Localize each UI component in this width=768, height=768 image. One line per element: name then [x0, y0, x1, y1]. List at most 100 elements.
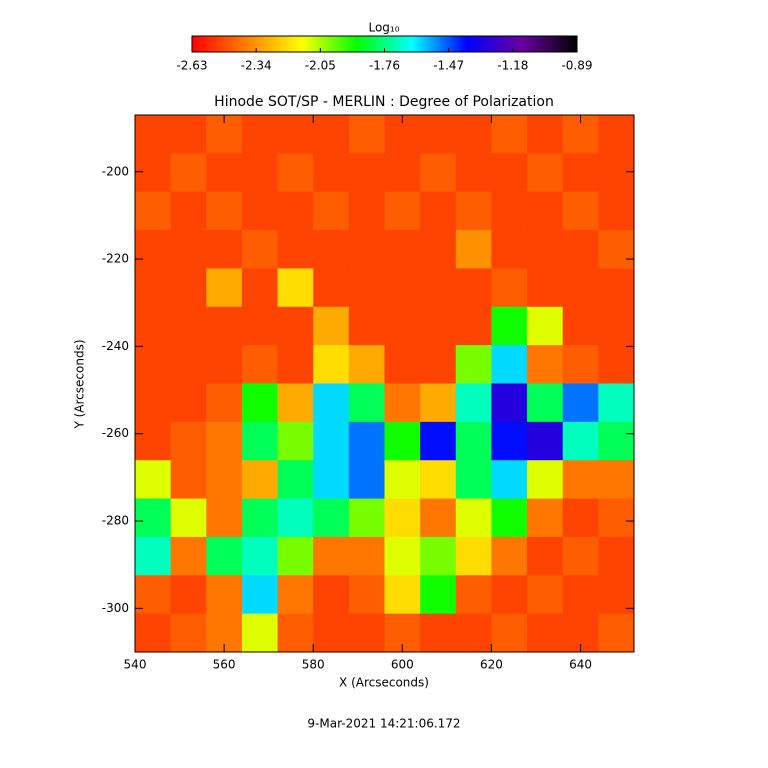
heatmap-cell	[491, 306, 528, 346]
heatmap-cell	[598, 460, 635, 500]
heatmap-cell	[135, 153, 172, 193]
heatmap-cell	[420, 575, 457, 615]
heatmap-cell	[384, 575, 421, 615]
heatmap-cell	[455, 115, 492, 154]
heatmap-cell	[527, 383, 564, 423]
heatmap-cell	[598, 575, 635, 615]
heatmap-cell	[348, 191, 385, 231]
heatmap-cell	[562, 383, 599, 423]
heatmap-cell	[170, 613, 207, 653]
heatmap-cell	[420, 345, 457, 384]
heatmap-cell	[206, 153, 243, 193]
heatmap-cell	[135, 191, 172, 231]
heatmap-cell	[277, 536, 314, 576]
x-tick-label: 640	[569, 658, 592, 672]
heatmap-cell	[277, 613, 314, 653]
heatmap-cell	[135, 575, 172, 615]
heatmap-cell	[562, 421, 599, 461]
heatmap-cell	[170, 153, 207, 193]
heatmap-cell	[455, 268, 492, 308]
heatmap-cell	[348, 268, 385, 308]
heatmap-cell	[313, 191, 350, 231]
y-tick-label: -260	[102, 426, 129, 440]
heatmap-cell	[598, 536, 635, 576]
heatmap-cell	[348, 383, 385, 423]
heatmap-cell	[348, 153, 385, 193]
heatmap-cell	[241, 421, 279, 461]
heatmap-cell	[170, 383, 207, 423]
heatmap-cell	[348, 306, 385, 346]
heatmap-cell	[348, 575, 385, 615]
heatmap-cell	[491, 268, 528, 308]
heatmap-cell	[420, 460, 457, 500]
heatmap-cell	[491, 575, 528, 615]
heatmap-cell	[241, 575, 279, 615]
heatmap-cell	[527, 268, 564, 308]
x-tick-label: 540	[124, 658, 147, 672]
heatmap-cell	[420, 268, 457, 308]
heatmap-cell	[241, 191, 279, 231]
heatmap-cell	[455, 575, 492, 615]
heatmap-cell	[135, 268, 172, 308]
heatmap-cell	[384, 306, 421, 346]
plot-frame	[134, 114, 635, 653]
heatmap-cell	[348, 460, 385, 500]
heatmap-cell	[313, 421, 350, 461]
heatmap-cell	[313, 613, 350, 653]
heatmap-cell	[562, 460, 599, 500]
heatmap-cell	[384, 153, 421, 193]
heatmap-cell	[313, 115, 350, 154]
heatmap-cell	[562, 575, 599, 615]
colorbar-tick-label: -2.34	[241, 59, 272, 73]
heatmap-cell	[206, 345, 243, 384]
heatmap-cell	[170, 115, 207, 154]
heatmap-cell	[170, 421, 207, 461]
heatmap-cell	[455, 191, 492, 231]
heatmap-cell	[562, 345, 599, 384]
heatmap-cell	[348, 345, 385, 384]
y-tick-label: -220	[102, 252, 129, 266]
heatmap-cell	[135, 306, 172, 346]
heatmap-cell	[170, 230, 207, 269]
y-tick-label: -300	[102, 601, 129, 615]
heatmap-cell	[170, 460, 207, 500]
heatmap-cell	[241, 306, 279, 346]
heatmap-cell	[277, 268, 314, 308]
heatmap-cell	[384, 421, 421, 461]
footer: 9-Mar-2021 14:21:06.172	[307, 717, 460, 731]
heatmap-cell	[313, 498, 350, 538]
heatmap-cell	[562, 536, 599, 576]
heatmap-cell	[562, 268, 599, 308]
x-axis-label: X (Arcseconds)	[339, 676, 429, 690]
heatmap-cell	[277, 115, 314, 154]
heatmap-cell	[277, 383, 314, 423]
heatmap-cell	[170, 268, 207, 308]
heatmap-cell	[384, 498, 421, 538]
heatmap-cell	[491, 498, 528, 538]
heatmap-cell	[491, 191, 528, 231]
heatmap-cell	[348, 421, 385, 461]
heatmap-cell	[313, 460, 350, 500]
heatmap-cell	[491, 230, 528, 269]
heatmap-cell	[170, 191, 207, 231]
heatmap-cell	[384, 230, 421, 269]
heatmap-cell	[562, 191, 599, 231]
heatmap-cell	[206, 460, 243, 500]
heatmap-cell	[455, 306, 492, 346]
heatmap-cell	[455, 345, 492, 384]
heatmap-cell	[206, 306, 243, 346]
heatmap-cell	[277, 498, 314, 538]
heatmap-cell	[562, 498, 599, 538]
heatmap-cell	[527, 230, 564, 269]
heatmap-cell	[384, 268, 421, 308]
colorbar-tick-label: -1.18	[497, 59, 528, 73]
heatmap-cell	[598, 613, 635, 653]
heatmap-cell	[348, 498, 385, 538]
heatmap-cell	[206, 498, 243, 538]
heatmap-cell	[527, 536, 564, 576]
heatmap-cell	[241, 536, 279, 576]
heatmap-cell	[420, 613, 457, 653]
heatmap-cell	[527, 613, 564, 653]
heatmap-cell	[420, 115, 457, 154]
heatmap-cell	[420, 306, 457, 346]
